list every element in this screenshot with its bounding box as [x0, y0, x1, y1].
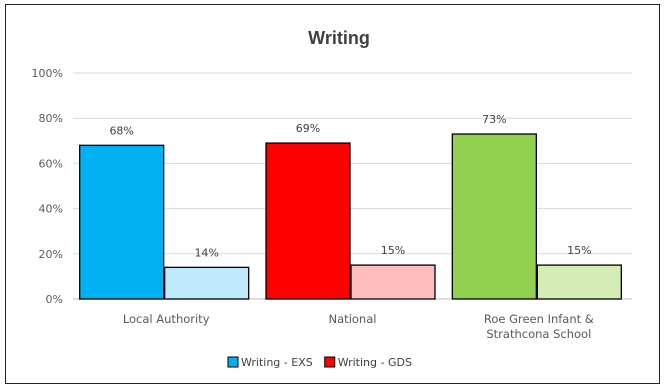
bar — [350, 264, 436, 300]
legend-swatch — [227, 356, 239, 368]
x-tick-label: Strathcona School — [486, 327, 591, 341]
y-tick-label: 40% — [39, 203, 63, 216]
chart-title: Writing — [308, 28, 370, 48]
data-label: 73% — [482, 113, 506, 126]
y-tick-label: 60% — [39, 157, 63, 170]
data-label: 69% — [296, 122, 320, 135]
x-tick-label: Roe Green Infant & — [484, 312, 594, 326]
bar — [536, 264, 622, 300]
bar — [164, 266, 250, 300]
bar — [265, 142, 351, 300]
plot-area — [79, 133, 622, 300]
legend-swatch — [324, 356, 336, 368]
bar — [451, 133, 537, 300]
x-tick-label: Local Authority — [123, 312, 210, 326]
legend-label: Writing - GDS — [338, 356, 412, 369]
data-label: 15% — [567, 244, 591, 257]
y-axis: 0% 20% 40% 60% 80% 100% — [32, 67, 63, 306]
legend-label: Writing - EXS — [241, 356, 313, 369]
y-tick-label: 20% — [39, 248, 63, 261]
x-axis: Local Authority National Roe Green Infant … — [123, 312, 594, 341]
data-label: 15% — [381, 244, 405, 257]
y-tick-label: 0% — [46, 293, 63, 306]
y-tick-label: 100% — [32, 67, 63, 80]
bar — [79, 144, 165, 300]
data-label: 14% — [194, 246, 218, 259]
y-tick-label: 80% — [39, 112, 63, 125]
data-labels: 68% 14% 69% 15% 73% 15% — [109, 113, 591, 259]
x-tick-label: National — [329, 312, 377, 326]
data-label: 68% — [109, 124, 133, 137]
legend: Writing - EXS Writing - GDS — [227, 356, 412, 369]
